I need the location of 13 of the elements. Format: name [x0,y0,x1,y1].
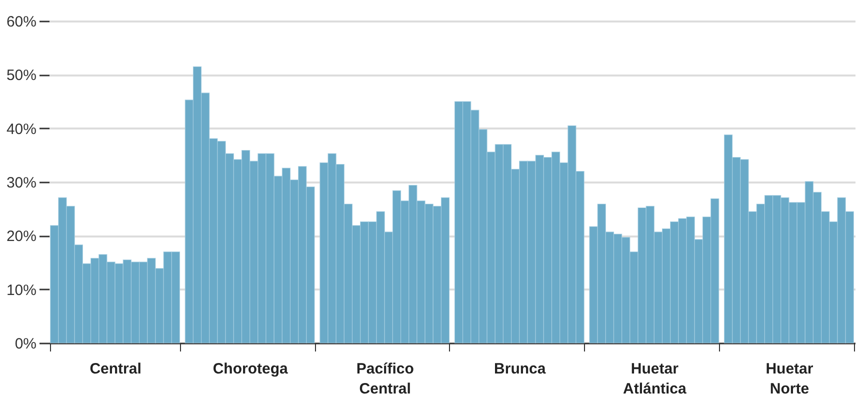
x-tick-label: Central [90,360,142,378]
x-tick-label: Chorotega [212,360,288,378]
x-tick-label: Pacífico Central [356,360,414,398]
y-tick-label: 50% [6,67,36,84]
y-tick-label: 40% [6,120,36,138]
y-tick-label: 0% [14,336,36,352]
x-tick-label: Huetar Atlántica [622,360,687,398]
y-tick-label: 60% [6,14,36,30]
y-tick-label: 10% [6,282,36,299]
y-tick-label: 30% [6,174,36,192]
x-tick-label: Huetar Norte [766,360,814,398]
y-tick-label: 20% [6,228,36,246]
x-tick-label: Brunca [494,360,546,378]
